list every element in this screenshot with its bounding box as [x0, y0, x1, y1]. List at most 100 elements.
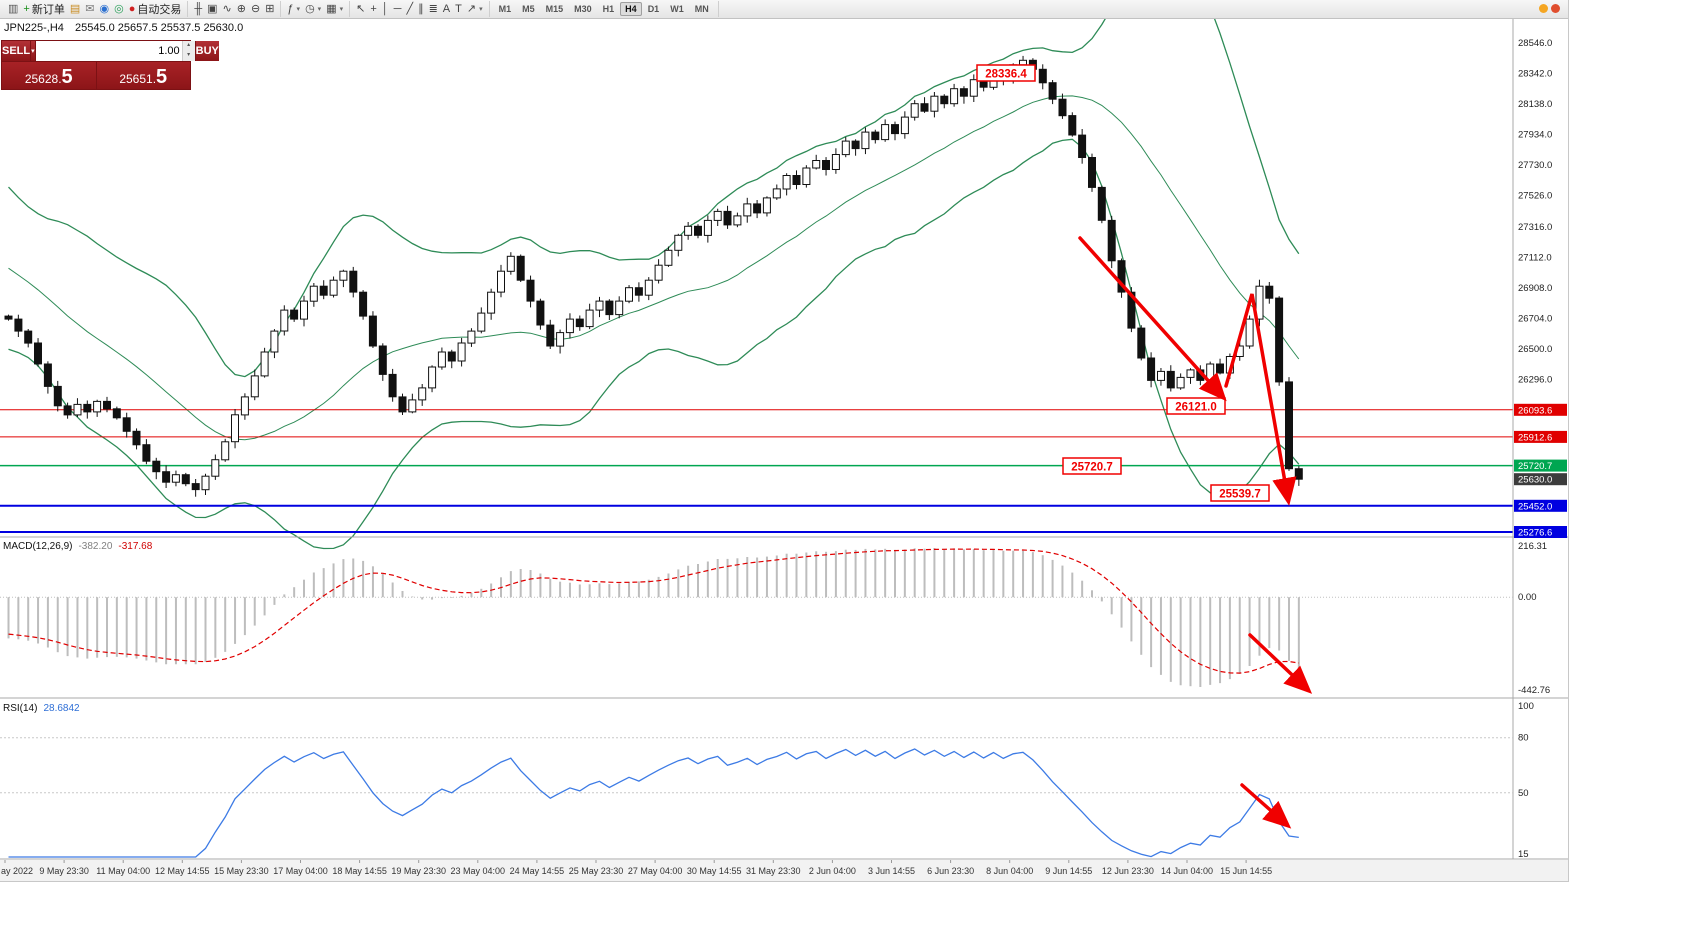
horizontal-line-button[interactable]: ─ [392, 2, 404, 17]
stepper-down-icon[interactable]: ▾ [182, 51, 195, 61]
svg-text:3 Jun 14:55: 3 Jun 14:55 [868, 866, 915, 876]
line-chart-button[interactable]: ∿ [221, 2, 234, 17]
trend-arrow[interactable] [1240, 783, 1292, 829]
svg-text:9 Jun 14:55: 9 Jun 14:55 [1045, 866, 1092, 876]
sell-button[interactable]: SELL [2, 41, 32, 61]
tile-windows-button[interactable]: ⊞ [263, 2, 276, 17]
svg-text:26121.0: 26121.0 [1175, 402, 1217, 414]
horizontal-levels[interactable] [0, 409, 1513, 533]
sell-price-main: 25628 [24, 72, 59, 86]
arrows-button[interactable]: ↗ ▾ [465, 2, 485, 17]
trend-arrow[interactable] [1078, 236, 1227, 402]
svg-text:15 Jun 14:55: 15 Jun 14:55 [1220, 866, 1272, 876]
svg-text:25276.6: 25276.6 [1518, 528, 1552, 539]
macd-signal-value: -317.68 [118, 541, 153, 552]
trend-arrow[interactable] [1248, 633, 1313, 694]
stepper-up-icon[interactable]: ▴ [182, 41, 195, 51]
svg-text:27112.0: 27112.0 [1518, 253, 1552, 264]
cursor-button[interactable]: ↖ [354, 2, 367, 17]
price-badge[interactable] [1514, 430, 1567, 443]
svg-text:27730.0: 27730.0 [1518, 160, 1552, 171]
timeframe-m1-button[interactable]: M1 [498, 4, 512, 14]
price-axis[interactable]: 28546.0 28342.0 28138.0 27934.0 27730.0 27526… [1514, 38, 1567, 860]
svg-text:27934.0: 27934.0 [1518, 130, 1552, 141]
price-annotation[interactable]: 26121.0 [1166, 397, 1226, 415]
svg-text:28138.0: 28138.0 [1518, 99, 1552, 110]
indicators-button-glyph: ƒ [287, 2, 294, 15]
svg-text:25452.0: 25452.0 [1518, 501, 1552, 512]
bar-chart-button[interactable]: ╫ [192, 2, 204, 17]
svg-text:0.00: 0.00 [1518, 592, 1537, 603]
text-label-button[interactable]: T [453, 2, 464, 17]
fibonacci-button[interactable]: ≣ [427, 2, 440, 17]
zoom-out-button[interactable]: ⊖ [249, 2, 262, 17]
price-badge[interactable] [1514, 499, 1567, 512]
sell-price[interactable]: 25628. 5 [2, 62, 97, 89]
svg-text:28336.4: 28336.4 [985, 69, 1027, 81]
trend-arrow[interactable] [1224, 293, 1297, 506]
timeframe-h4-button[interactable]: H4 [620, 2, 642, 16]
main-toolbar: ▥ + 新订单 ▤ ✉ ◉ ◎ ● 自动交易 ╫ ▣ ∿ ⊕ ⊖ ⊞ ƒ ▾ ◷ ▾ ▦ ▾ ↖ + │ ─ ╱ ∥ ≣ A T ↗ ▾ M1 M… [0, 0, 1568, 19]
buy-price[interactable]: 25651. 5 [96, 62, 190, 89]
text-button[interactable]: A [441, 2, 452, 17]
price-badge[interactable] [1514, 526, 1567, 538]
chart-area[interactable]: 28546.0 28342.0 28138.0 27934.0 27730.0 27526… [0, 19, 1568, 881]
candlestick-chart-button[interactable]: ▣ [205, 2, 219, 17]
sell-price-dot: . [58, 72, 62, 86]
price-annotation[interactable]: 25539.7 [1210, 484, 1270, 502]
cursor-button-glyph: ↖ [356, 2, 366, 15]
new-chart-icon[interactable]: ▥ [6, 2, 20, 17]
svg-text:19 May 23:30: 19 May 23:30 [391, 866, 446, 876]
terminal-icon[interactable]: ◎ [112, 2, 126, 17]
buy-button[interactable]: BUY [194, 41, 219, 61]
volume-stepper[interactable]: ▴ ▾ [181, 41, 195, 61]
timeframe-h1-button[interactable]: H1 [602, 4, 615, 14]
indicators-button[interactable]: ƒ ▾ [285, 2, 302, 17]
navigator-icon[interactable]: ◉ [97, 2, 111, 17]
price-annotation[interactable]: 25720.7 [1062, 457, 1122, 475]
autotrading-button-glyph: ● [128, 2, 136, 15]
new-order-button[interactable]: + 新订单 [21, 2, 66, 17]
price-badge[interactable] [1514, 473, 1567, 486]
svg-text:80: 80 [1518, 733, 1529, 744]
macd-signal-line [8, 548, 1299, 674]
timeframe-m15-button[interactable]: M15 [545, 4, 564, 14]
autotrading-button[interactable]: ● 自动交易 [127, 2, 184, 17]
text-button-glyph: A [442, 2, 451, 15]
zoom-in-button[interactable]: ⊕ [235, 2, 248, 17]
fibonacci-button-glyph: ≣ [428, 2, 438, 15]
macd-main-value: -382.20 [78, 541, 113, 552]
svg-text:26296.0: 26296.0 [1518, 375, 1552, 386]
svg-text:9 May 23:30: 9 May 23:30 [39, 866, 89, 876]
timeframe-m5-button[interactable]: M5 [522, 4, 535, 14]
svg-text:25539.7: 25539.7 [1219, 489, 1261, 501]
market-watch-icon[interactable]: ▤ [68, 2, 82, 17]
line-chart-button-glyph: ∿ [222, 2, 232, 15]
svg-text:25912.6: 25912.6 [1518, 432, 1552, 443]
crosshair-button[interactable]: + [368, 2, 378, 17]
timeframe-d1-button[interactable]: D1 [647, 4, 660, 14]
timeframe-w1-button[interactable]: W1 [670, 4, 684, 14]
data-window-icon[interactable]: ✉ [83, 2, 96, 17]
price-annotation[interactable]: 28336.4 [976, 64, 1036, 82]
price-badge[interactable] [1514, 459, 1567, 472]
alert-status-icon[interactable] [1539, 4, 1548, 13]
svg-text:12 Jun 23:30: 12 Jun 23:30 [1102, 866, 1154, 876]
record-status-icon[interactable] [1551, 4, 1560, 13]
timeframe-m30-button[interactable]: M30 [574, 4, 592, 14]
svg-text:15: 15 [1518, 849, 1529, 860]
time-axis[interactable]: ay 2022 9 May 23:30 11 May 04:00 12 May 14:… [1, 860, 1272, 876]
price-badge[interactable] [1514, 403, 1567, 416]
svg-text:26093.6: 26093.6 [1518, 405, 1552, 416]
new-chart-icon-glyph: ▥ [8, 2, 19, 15]
timeframe-mn-button[interactable]: MN [694, 4, 709, 14]
periods-button[interactable]: ◷ ▾ [303, 2, 323, 17]
order-type-dropdown[interactable]: ▾ [31, 41, 36, 61]
templates-button[interactable]: ▦ ▾ [324, 2, 345, 17]
navigator-icon-glyph: ◉ [99, 2, 110, 15]
macd-indicator-label: MACD(12,26,9) -382.20 -317.68 [3, 541, 152, 552]
vertical-line-button[interactable]: │ [380, 2, 391, 17]
channel-button[interactable]: ∥ [416, 2, 426, 17]
trendline-button[interactable]: ╱ [404, 2, 415, 17]
volume-input[interactable] [35, 41, 182, 61]
